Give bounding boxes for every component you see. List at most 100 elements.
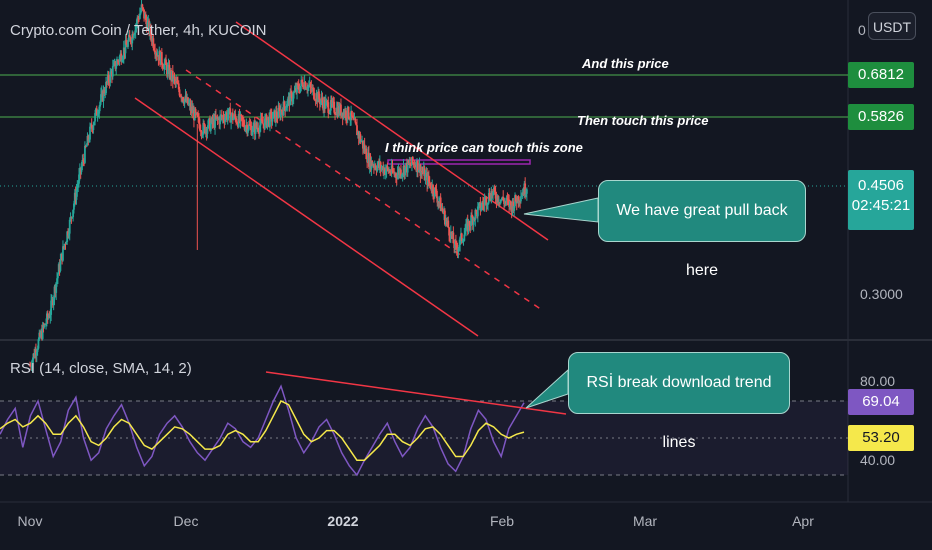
- candle-body: [141, 4, 144, 8]
- candle-body: [505, 198, 508, 202]
- candle-body: [427, 175, 430, 182]
- candle-body: [94, 113, 96, 122]
- candle-body: [525, 189, 528, 194]
- level-low-note: Then touch this price: [577, 113, 709, 128]
- candle-body: [326, 101, 329, 103]
- candle-body: [420, 171, 423, 177]
- candle-body: [396, 173, 399, 179]
- currency-button[interactable]: USDT: [868, 12, 916, 40]
- candle-body: [107, 75, 110, 82]
- candle-body: [177, 83, 180, 90]
- level-low-price-tag: 0.5826: [848, 104, 914, 130]
- candle-body: [506, 198, 509, 200]
- candle-body: [197, 116, 200, 118]
- candle-body: [105, 81, 107, 94]
- candle-body: [359, 134, 362, 142]
- candle-body: [483, 200, 486, 205]
- candle-body: [191, 106, 194, 114]
- candle-body: [207, 120, 210, 129]
- candle-body: [241, 116, 243, 121]
- candle-body: [519, 201, 521, 203]
- candle-body: [479, 202, 482, 211]
- candle-body: [297, 85, 300, 90]
- rsi-indicator-title[interactable]: RSI (14, close, SMA, 14, 2): [10, 360, 192, 377]
- candle-body: [187, 104, 190, 106]
- level-high-price-tag: 0.6812: [848, 62, 914, 88]
- candle-body: [454, 241, 457, 245]
- candle-body: [365, 148, 368, 160]
- candle-body: [111, 66, 114, 77]
- candle-body: [376, 165, 379, 171]
- candle-body: [100, 94, 102, 103]
- candle-body: [503, 201, 506, 204]
- candle-body: [81, 160, 84, 167]
- candle-body: [313, 88, 315, 99]
- candle-body: [178, 89, 181, 96]
- candle-body: [146, 21, 149, 30]
- candle-body: [85, 145, 88, 147]
- candle-body: [202, 123, 205, 135]
- candle-body: [435, 189, 438, 197]
- candle-body: [269, 112, 271, 127]
- rsi-callout[interactable]: RSİ break download trend lines: [568, 352, 790, 451]
- candle-body: [198, 123, 201, 131]
- candle-body: [371, 160, 374, 167]
- candle-body: [55, 282, 58, 293]
- channel-upper-line[interactable]: [235, 21, 549, 241]
- candle-body: [172, 76, 175, 82]
- candle-body: [324, 101, 327, 109]
- channel-lower-line[interactable]: [134, 97, 479, 337]
- candle-body: [465, 223, 467, 231]
- candle-body: [334, 112, 336, 115]
- candle-body: [137, 17, 140, 19]
- candle-body: [293, 90, 296, 93]
- candle-body: [219, 115, 222, 125]
- candle-body: [347, 106, 350, 119]
- candle-body: [98, 106, 101, 114]
- candle-body: [52, 298, 55, 306]
- candle-body: [272, 112, 275, 119]
- rsi-tick-label-40: 40.00: [860, 452, 896, 468]
- candle-body: [278, 108, 281, 110]
- candle-body: [118, 56, 121, 62]
- candle-body: [244, 126, 247, 130]
- candle-body: [406, 160, 409, 173]
- candle-body: [266, 120, 269, 128]
- candle-body: [199, 130, 202, 132]
- rsi-value-tag: 69.04: [848, 389, 914, 415]
- target-zone-rect[interactable]: [387, 159, 531, 165]
- candle-body: [280, 109, 282, 117]
- candle-body: [69, 216, 72, 220]
- candle-body: [171, 70, 174, 82]
- candle-body: [280, 109, 283, 112]
- candle-body: [477, 203, 480, 207]
- candle-body: [309, 83, 312, 87]
- candle-body: [64, 243, 67, 245]
- candle-body: [128, 34, 131, 38]
- candle-body: [116, 60, 118, 66]
- candle-body: [62, 246, 64, 261]
- candle-body: [92, 125, 95, 131]
- rsi-series-line: [0, 384, 525, 477]
- rsi-trend-line[interactable]: [265, 371, 567, 415]
- candle-body: [122, 57, 124, 61]
- price-callout[interactable]: We have great pull back here: [598, 180, 806, 279]
- candle-body: [433, 187, 436, 197]
- candle-body: [180, 95, 183, 99]
- x-tick-mar: Mar: [632, 513, 658, 529]
- candle-body: [429, 183, 432, 189]
- level-high-note: And this price: [582, 56, 669, 71]
- candle-body: [136, 17, 139, 23]
- candle-body: [260, 118, 263, 120]
- candle-body: [45, 323, 47, 325]
- candle-body: [232, 117, 235, 121]
- candle-body: [133, 32, 136, 35]
- candle-body: [314, 100, 317, 102]
- candle-body: [327, 102, 330, 113]
- candle-body: [163, 63, 166, 70]
- candle-body: [124, 40, 127, 54]
- candle-body: [424, 174, 427, 181]
- candle-body: [360, 141, 363, 143]
